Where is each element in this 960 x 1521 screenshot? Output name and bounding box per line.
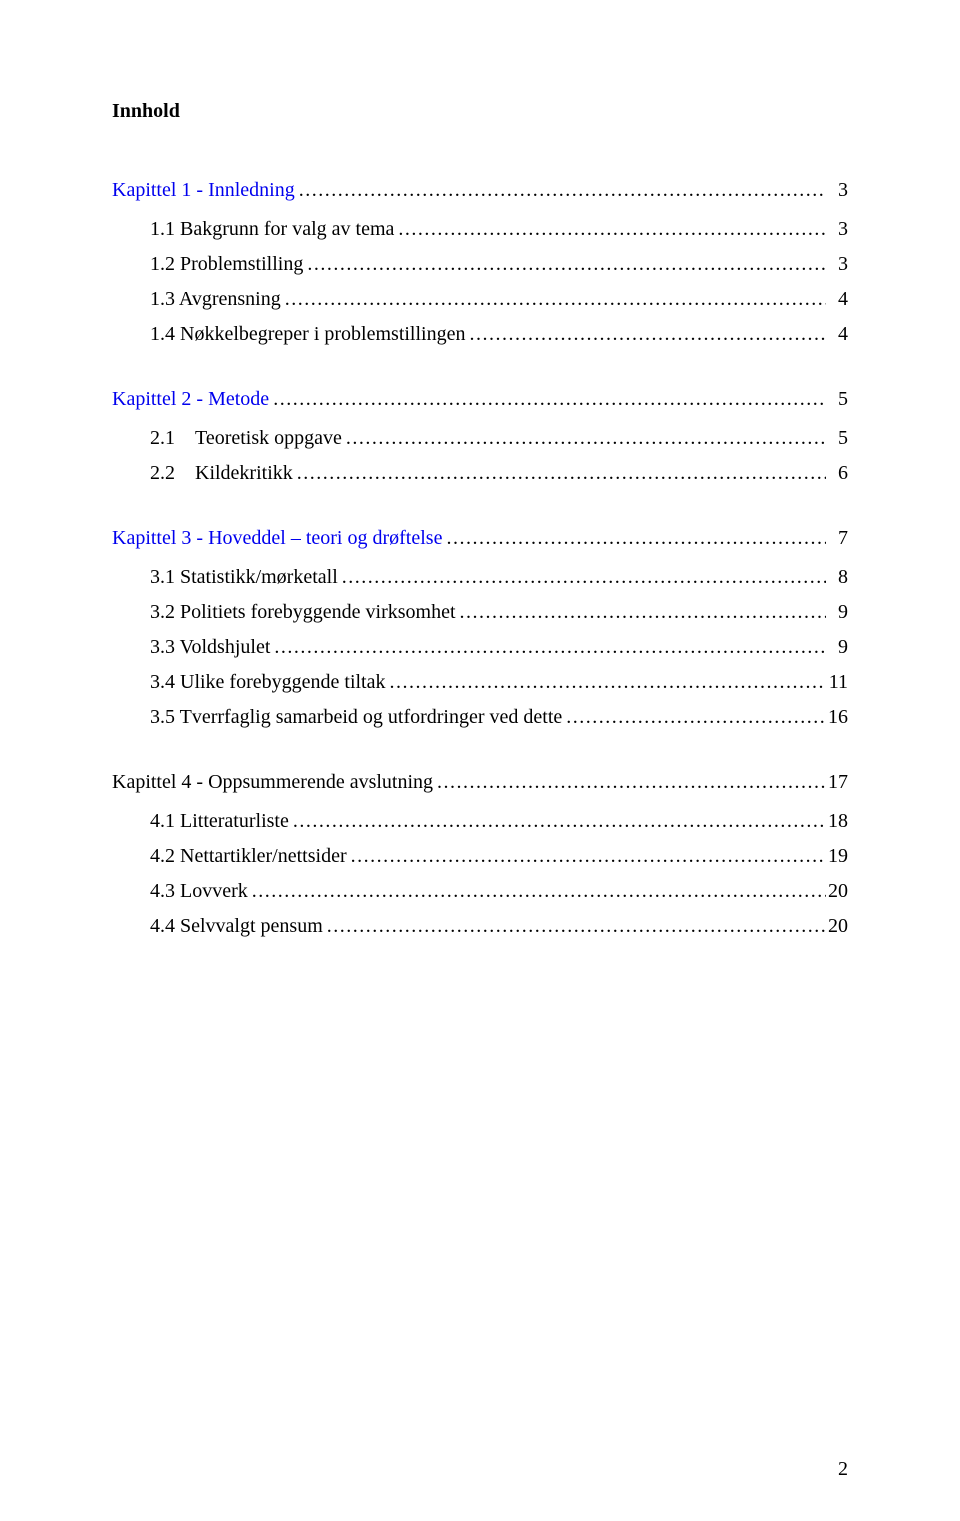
toc-heading-page: 5: [826, 388, 848, 411]
toc-entry-page: 8: [826, 566, 848, 589]
toc-heading: Kapittel 3 - Hoveddel – teori og drøftel…: [112, 527, 848, 550]
toc-leader-dots: [269, 388, 826, 411]
toc-entry-page: 4: [826, 323, 848, 346]
page-number: 2: [838, 1458, 848, 1481]
toc-leader-dots: [342, 427, 826, 450]
toc-entry[interactable]: 4.2 Nettartikler/nettsider 19: [112, 845, 848, 868]
toc-entry-page: 4: [826, 288, 848, 311]
toc-heading-link[interactable]: Kapittel 3 - Hoveddel – teori og drøftel…: [112, 527, 442, 550]
toc-leader-dots: [394, 218, 826, 241]
toc-entry-page: 3: [826, 218, 848, 241]
toc-leader-dots: [293, 462, 826, 485]
toc-entry-label: 2.1 Teoretisk oppgave: [150, 427, 342, 450]
toc-entry-page: 19: [826, 845, 848, 868]
toc-heading: Kapittel 4 - Oppsummerende avslutning 17: [112, 771, 848, 794]
toc-heading-page: 17: [826, 771, 848, 794]
toc-leader-dots: [442, 527, 826, 550]
toc-entry-label: 4.1 Litteraturliste: [150, 810, 289, 833]
page-title: Innhold: [112, 100, 848, 123]
toc-entry[interactable]: 4.1 Litteraturliste 18: [112, 810, 848, 833]
toc-leader-dots: [281, 288, 826, 311]
toc-entry-label: 3.1 Statistikk/mørketall: [150, 566, 338, 589]
toc-heading: Kapittel 1 - Innledning 3: [112, 179, 848, 202]
toc-entry-page: 16: [826, 706, 848, 729]
toc-entry[interactable]: 3.3 Voldshjulet 9: [112, 636, 848, 659]
toc-entry[interactable]: 1.4 Nøkkelbegreper i problemstillingen 4: [112, 323, 848, 346]
toc-entry-page: 9: [826, 636, 848, 659]
toc-entry-label: 1.2 Problemstilling: [150, 253, 303, 276]
toc-entry[interactable]: 3.5 Tverrfaglig samarbeid og utfordringe…: [112, 706, 848, 729]
toc-leader-dots: [303, 253, 826, 276]
toc-heading-link[interactable]: Kapittel 1 - Innledning: [112, 179, 295, 202]
toc-leader-dots: [433, 771, 826, 794]
toc-entry-label: 4.4 Selvvalgt pensum: [150, 915, 323, 938]
toc-entry-label: 3.2 Politiets forebyggende virksomhet: [150, 601, 456, 624]
toc-entry[interactable]: 4.3 Lovverk 20: [112, 880, 848, 903]
toc-entry-label: 3.4 Ulike forebyggende tiltak: [150, 671, 386, 694]
toc-leader-dots: [338, 566, 826, 589]
toc-entry-label: 1.3 Avgrensning: [150, 288, 281, 311]
toc-entry-page: 3: [826, 253, 848, 276]
toc-entry-page: 20: [826, 915, 848, 938]
toc-entry-page: 18: [826, 810, 848, 833]
toc-entry[interactable]: 2.2 Kildekritikk 6: [112, 462, 848, 485]
toc-entry[interactable]: 4.4 Selvvalgt pensum 20: [112, 915, 848, 938]
toc-entry-page: 9: [826, 601, 848, 624]
toc-entry-page: 5: [826, 427, 848, 450]
toc-entry-label: 3.5 Tverrfaglig samarbeid og utfordringe…: [150, 706, 562, 729]
toc-leader-dots: [270, 636, 826, 659]
toc-entry[interactable]: 3.2 Politiets forebyggende virksomhet 9: [112, 601, 848, 624]
toc-entry[interactable]: 3.1 Statistikk/mørketall 8: [112, 566, 848, 589]
toc-entry[interactable]: 2.1 Teoretisk oppgave 5: [112, 427, 848, 450]
toc-leader-dots: [386, 671, 827, 694]
toc-leader-dots: [323, 915, 826, 938]
toc-leader-dots: [456, 601, 826, 624]
toc-heading-page: 3: [826, 179, 848, 202]
toc-entry-label: 4.3 Lovverk: [150, 880, 248, 903]
toc-leader-dots: [562, 706, 826, 729]
toc-entry[interactable]: 1.1 Bakgrunn for valg av tema 3: [112, 218, 848, 241]
toc-entry[interactable]: 1.3 Avgrensning 4: [112, 288, 848, 311]
toc-leader-dots: [295, 179, 826, 202]
toc-heading-link[interactable]: Kapittel 2 - Metode: [112, 388, 269, 411]
toc-entry-label: 3.3 Voldshjulet: [150, 636, 270, 659]
toc-leader-dots: [347, 845, 826, 868]
toc-heading-page: 7: [826, 527, 848, 550]
toc-heading-label: Kapittel 4 - Oppsummerende avslutning: [112, 771, 433, 794]
toc-entry-label: 1.4 Nøkkelbegreper i problemstillingen: [150, 323, 465, 346]
toc-leader-dots: [248, 880, 826, 903]
toc-entry[interactable]: 3.4 Ulike forebyggende tiltak 11: [112, 671, 848, 694]
toc-entry-label: 4.2 Nettartikler/nettsider: [150, 845, 347, 868]
toc-entry-page: 11: [826, 671, 848, 694]
toc-leader-dots: [289, 810, 826, 833]
toc-entry-page: 6: [826, 462, 848, 485]
toc-leader-dots: [465, 323, 826, 346]
toc-entry-page: 20: [826, 880, 848, 903]
toc-entry-label: 2.2 Kildekritikk: [150, 462, 293, 485]
toc-entry-label: 1.1 Bakgrunn for valg av tema: [150, 218, 394, 241]
toc-entry[interactable]: 1.2 Problemstilling 3: [112, 253, 848, 276]
toc-heading: Kapittel 2 - Metode 5: [112, 388, 848, 411]
